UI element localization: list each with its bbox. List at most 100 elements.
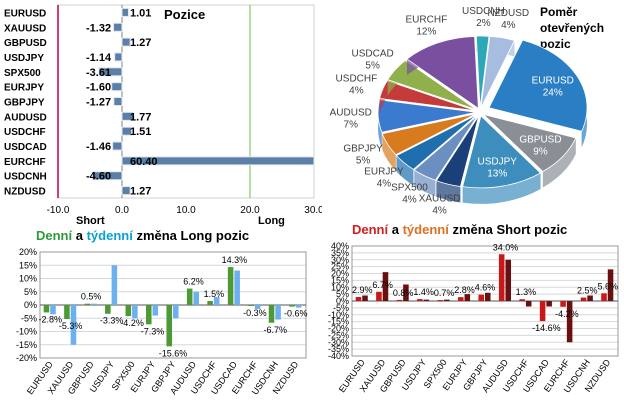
short-value-label-gbpusd: 0.8% [393,288,414,298]
position-value-usdchf: 1.51 [130,126,151,138]
long-value-label-gbpjpy: -15.6% [159,348,188,358]
long-bar-weekly-eurjpy [152,305,159,316]
pie-label-gbpjpy: GBPJPY [343,143,383,154]
long-bar-weekly-gbpusd [91,303,97,305]
position-bar-usdcnh [92,171,123,181]
long-value-label-nzdusd: -0.6% [284,309,308,319]
pie-label-spx500: SPX500 [391,183,428,194]
pie-value-nzdusd: 4% [501,20,516,31]
short-y-tick: 30% [331,255,349,265]
short-bar-daily-usdcnh [580,297,587,301]
short-bar-daily-usdcad [539,301,546,322]
long-value-label-eurusd: -2.8% [38,314,62,324]
position-value-usdjpy: -1.14 [86,52,112,64]
pie-slice-eurjpy [395,114,478,186]
long-bar-daily-usdcad [227,267,234,305]
pie-label-audusd: AUDUSD [330,107,372,118]
position-category-spx500: SPX500 [4,68,41,79]
long-y-tick: 15% [19,260,37,270]
short-change-chart: 2.9%6.7%0.8% 1.4% 0.7% 2.8% 4.6% 34.0% 1.3% -14… [328,241,619,395]
long-bar-daily-eurjpy [145,305,152,325]
long-value-label-spx500: -4.2% [120,318,144,328]
short-bar-weekly-nzdusd [607,269,614,301]
short-value-label-eurchf: -4.2% [555,309,579,319]
long-title-part-4: změna Long pozic [132,228,250,243]
pie-slice-spx500 [413,115,479,197]
short-value-label-usdjpy: 1.4% [413,287,434,297]
position-category-usdjpy: USDJPY [4,53,44,64]
short-bar-daily-nzdusd [601,293,607,301]
position-value-spx500: -3.61 [86,67,111,79]
position-value-eurusd: 1.01 [130,7,151,19]
pie-slice-eurchf [406,36,479,110]
position-value-nzdusd: 1.27 [130,186,151,198]
position-bar-usdcad [112,141,123,151]
position-category-usdchf: USDCHF [4,127,46,138]
short-title-part-1: Denní [352,222,389,237]
position-bar-eurjpy [111,82,123,92]
short-bar-weekly-audusd [505,259,512,301]
position-category-gbpjpy: GBPJPY [4,98,45,109]
pie-value-eurjpy: 4% [377,178,392,189]
position-bar-eurchf [121,156,315,166]
long-bar-weekly-usdcad [234,270,240,305]
long-title-part-1: Denní [36,228,73,243]
long-bar-daily-gbpjpy [166,305,172,347]
pie-value-usdcnh: 2% [476,18,491,29]
short-y-tick: 15% [331,275,349,285]
pie-label-eurchf: EURCHF [406,14,448,25]
long-bar-daily-nzdusd [289,305,295,307]
short-y-tick: -20% [328,324,349,334]
long-bar-daily-eurchf [248,305,254,306]
position-category-audusd: AUDUSD [4,112,47,123]
position-bar-eurusd [121,7,129,17]
pie-label-usdchf: USDCHF [336,73,378,84]
pie-label-usdjpy: USDJPY [477,156,517,167]
long-bar-weekly-nzdusd [295,305,302,308]
short-bar-daily-xauusd [376,291,382,301]
long-value-label-usdcad: 14.3% [222,255,248,265]
pie-value-usdjpy: 13% [487,168,507,179]
long-bar-weekly-xauusd [70,305,77,345]
pie-value-eurusd: 24% [543,87,563,98]
short-y-tick: -30% [328,337,349,347]
long-bar-weekly-usdjpy [111,265,118,305]
long-y-tick: -15% [16,340,37,350]
position-bar-gbpjpy [113,97,123,106]
long-value-label-gbpusd: 0.5% [81,292,102,302]
position-bar-spx500 [98,67,123,77]
long-value-label-xauusd: -5.3% [59,321,83,331]
short-bar-weekly-gbpusd [403,284,409,301]
long-bar-daily-audusd [186,288,193,305]
short-y-tick: 20% [331,269,349,279]
long-title-part-2: a [72,228,87,243]
long-y-tick: -5% [21,313,37,323]
long-bar-daily-usdcnh [268,305,275,323]
long-y-tick: 10% [19,274,37,284]
short-title-part-2: a [388,222,403,237]
long-value-label-usdcnh: -6.7% [264,325,288,335]
pie-value-eurchf: 12% [416,26,436,37]
short-value-label-xauusd: 6.7% [372,280,393,290]
long-y-tick: -10% [16,327,37,337]
short-value-label-eurjpy: 2.8% [454,285,475,295]
short-bar-daily-gbpjpy [478,294,484,301]
pie-label-usdcnh: USDCNH [462,6,505,17]
short-bar-weekly-usdjpy [423,299,430,301]
pie-slice-audusd [377,99,477,149]
position-bar-usdchf [121,126,133,136]
position-value-eurjpy: -1.60 [86,82,111,94]
pie-slice-xauusd [435,115,480,203]
pie-title-line-3: pozic [540,37,571,51]
short-change-title: Denní a týdenní změna Short pozic [352,222,567,237]
pie-label-eurjpy: EURJPY [364,166,404,177]
position-value-audusd: 1.77 [130,111,151,123]
short-value-label-audusd: 34.0% [493,242,519,252]
short-bar-weekly-eurusd [362,295,368,301]
long-value-label-eurjpy: -7.3% [141,326,165,336]
position-bar-nzdusd [121,186,131,196]
position-bar-usdjpy [114,52,123,62]
short-bar-weekly-xauusd [382,272,389,301]
short-bar-daily-usdjpy [417,299,423,301]
